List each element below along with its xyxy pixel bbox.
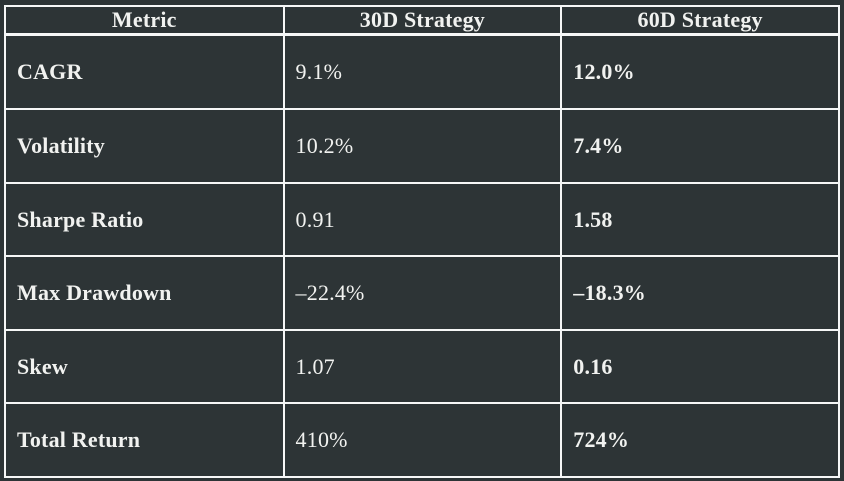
table-header: Metric 30D Strategy 60D Strategy	[4, 5, 840, 36]
value-30d: 10.2%	[282, 108, 563, 184]
table-row-total-return: Total Return 410% 724%	[4, 402, 840, 478]
column-header-metric: Metric	[4, 5, 285, 36]
value-60d: 724%	[560, 402, 840, 478]
column-header-60d-strategy: 60D Strategy	[560, 5, 840, 36]
value-30d: 9.1%	[282, 33, 563, 111]
metric-label: Total Return	[4, 402, 285, 478]
value-30d: 410%	[282, 402, 563, 478]
value-60d: 1.58	[560, 181, 840, 258]
metric-label: CAGR	[4, 33, 285, 111]
table-row-cagr: CAGR 9.1% 12.0%	[4, 33, 840, 111]
value-30d: –22.4%	[282, 255, 563, 331]
table-row-sharpe-ratio: Sharpe Ratio 0.91 1.58	[4, 181, 840, 258]
metric-label: Skew	[4, 328, 285, 405]
metrics-table: Metric 30D Strategy 60D Strategy CAGR 9.…	[4, 5, 840, 478]
value-60d: 0.16	[560, 328, 840, 405]
value-30d: 1.07	[282, 328, 563, 405]
value-60d: –18.3%	[560, 255, 840, 331]
value-30d: 0.91	[282, 181, 563, 258]
metric-label: Sharpe Ratio	[4, 181, 285, 258]
header-row: Metric 30D Strategy 60D Strategy	[4, 5, 840, 36]
table-row-max-drawdown: Max Drawdown –22.4% –18.3%	[4, 255, 840, 331]
value-60d: 12.0%	[560, 33, 840, 111]
table-body: CAGR 9.1% 12.0% Volatility 10.2% 7.4% Sh…	[4, 33, 840, 478]
metric-label: Volatility	[4, 108, 285, 184]
table-row-skew: Skew 1.07 0.16	[4, 328, 840, 405]
value-60d: 7.4%	[560, 108, 840, 184]
column-header-30d-strategy: 30D Strategy	[282, 5, 563, 36]
table-row-volatility: Volatility 10.2% 7.4%	[4, 108, 840, 184]
metric-label: Max Drawdown	[4, 255, 285, 331]
